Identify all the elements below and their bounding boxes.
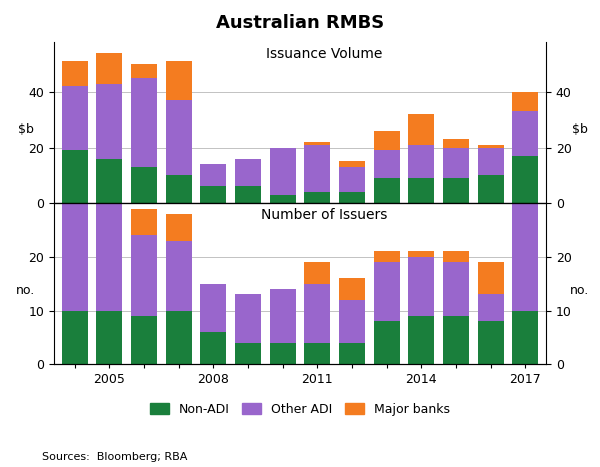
Bar	[97, 159, 122, 203]
Bar	[304, 145, 331, 192]
Bar	[478, 262, 503, 295]
Bar	[166, 176, 192, 203]
Bar	[304, 262, 331, 284]
Bar	[97, 311, 122, 364]
Bar	[200, 186, 226, 203]
Bar	[97, 177, 122, 203]
Bar	[408, 114, 434, 145]
Bar	[304, 343, 331, 364]
Bar	[443, 178, 469, 203]
Bar	[166, 100, 192, 176]
Bar	[374, 252, 400, 262]
Bar	[166, 311, 192, 364]
Bar	[339, 300, 365, 343]
Bar	[339, 162, 365, 167]
Y-axis label: no.: no.	[571, 284, 590, 297]
Bar	[512, 156, 538, 203]
Bar	[235, 343, 261, 364]
Bar	[131, 78, 157, 167]
Bar	[374, 131, 400, 150]
Bar	[478, 295, 503, 321]
Bar	[62, 150, 88, 203]
Bar	[339, 343, 365, 364]
Bar	[200, 164, 226, 186]
Bar	[304, 284, 331, 343]
Bar	[62, 311, 88, 364]
Bar	[443, 148, 469, 178]
Bar	[62, 62, 88, 86]
Bar	[374, 262, 400, 321]
Bar	[374, 178, 400, 203]
Bar	[200, 284, 226, 332]
Bar	[443, 139, 469, 148]
Bar	[97, 84, 122, 159]
Text: Issuance Volume: Issuance Volume	[266, 47, 383, 61]
Bar	[512, 92, 538, 112]
Bar	[131, 64, 157, 78]
Bar	[408, 316, 434, 364]
Bar	[62, 203, 88, 311]
Text: Number of Issuers: Number of Issuers	[262, 208, 388, 222]
Bar	[235, 295, 261, 343]
Bar	[339, 192, 365, 203]
Bar	[408, 257, 434, 316]
Bar	[166, 62, 192, 100]
Bar	[97, 203, 122, 311]
Bar	[512, 177, 538, 203]
Y-axis label: $b: $b	[17, 122, 34, 135]
Bar	[478, 321, 503, 364]
Bar	[304, 192, 331, 203]
Bar	[131, 167, 157, 203]
Bar	[512, 203, 538, 311]
Y-axis label: no.: no.	[16, 284, 35, 297]
Bar	[478, 145, 503, 148]
Bar	[269, 289, 296, 343]
Y-axis label: $b: $b	[572, 122, 588, 135]
Bar	[166, 214, 192, 241]
Bar	[443, 262, 469, 316]
Bar	[269, 343, 296, 364]
Bar	[200, 332, 226, 364]
Bar	[235, 159, 261, 186]
Bar	[97, 53, 122, 84]
Bar	[235, 186, 261, 203]
Bar	[512, 112, 538, 156]
Bar	[512, 311, 538, 364]
Bar	[131, 208, 157, 235]
Bar	[62, 86, 88, 150]
Bar	[443, 316, 469, 364]
Bar	[339, 278, 365, 300]
Bar	[62, 177, 88, 203]
Bar	[408, 145, 434, 178]
Bar	[304, 142, 331, 145]
Text: Sources:  Bloomberg; RBA: Sources: Bloomberg; RBA	[42, 453, 187, 462]
Bar	[374, 150, 400, 178]
Bar	[374, 321, 400, 364]
Bar	[269, 148, 296, 195]
Text: Australian RMBS: Australian RMBS	[216, 14, 384, 32]
Bar	[408, 251, 434, 257]
Bar	[443, 252, 469, 262]
Bar	[166, 241, 192, 311]
Bar	[339, 167, 365, 192]
Bar	[131, 235, 157, 316]
Bar	[131, 316, 157, 364]
Bar	[478, 176, 503, 203]
Legend: Non-ADI, Other ADI, Major banks: Non-ADI, Other ADI, Major banks	[145, 398, 455, 421]
Bar	[269, 195, 296, 203]
Bar	[478, 148, 503, 176]
Bar	[408, 178, 434, 203]
